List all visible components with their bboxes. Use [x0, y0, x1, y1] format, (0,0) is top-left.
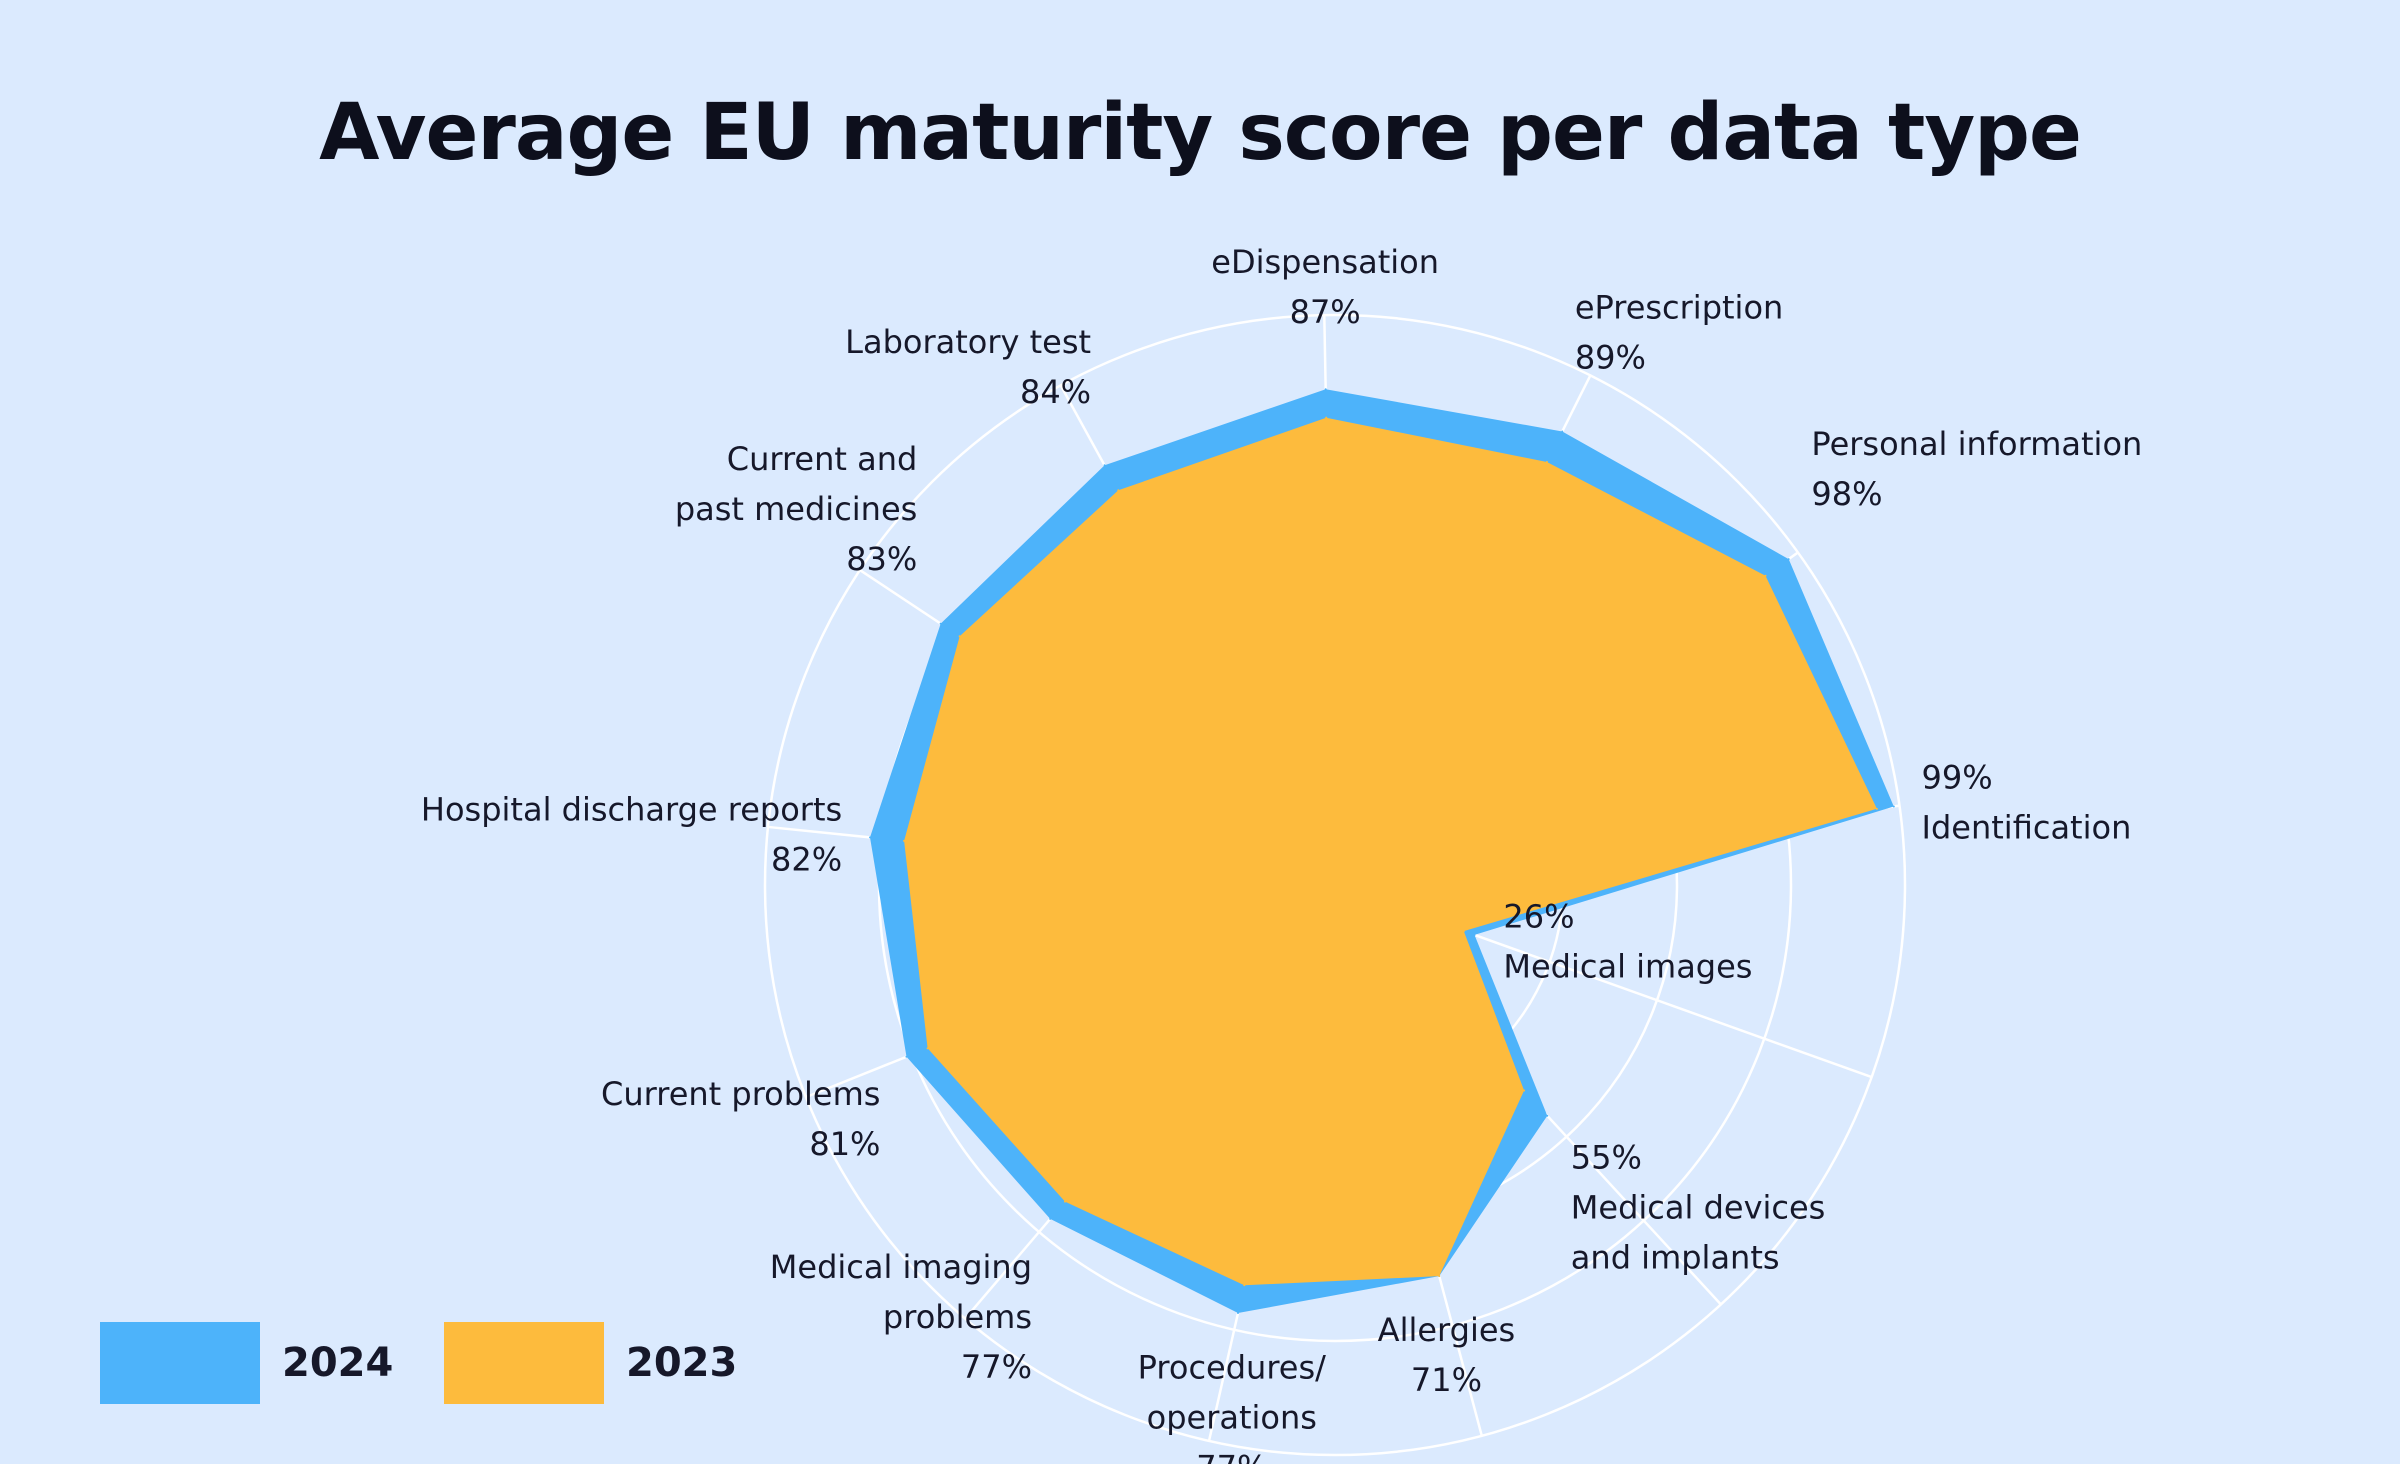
category-name-label: Laboratory test [845, 323, 1091, 361]
category-label: ePrescription 89% [1575, 288, 1783, 376]
category-label: Personal information 98% [1811, 425, 2142, 513]
category-value-label: 77% [1196, 1448, 1267, 1464]
data-point-2023 [1063, 1200, 1066, 1203]
category-value-label: 84% [1020, 373, 1091, 411]
category-label: Current problems 81% [601, 1075, 880, 1163]
category-value-label: 26% [1503, 898, 1574, 936]
series-area-2023 [904, 417, 1877, 1286]
category-name-label: past medicines [675, 490, 918, 528]
category-label: Allergies 71% [1378, 1311, 1516, 1399]
data-point-2023 [1462, 930, 1465, 933]
legend-item-2024: 2024 [100, 1322, 393, 1404]
category-name-label: Procedures/ [1138, 1348, 1326, 1386]
data-point-2023 [1243, 1284, 1246, 1287]
data-point-2024 [1049, 1217, 1052, 1220]
category-value-label: 89% [1575, 338, 1646, 376]
data-point-2024 [1561, 430, 1564, 433]
data-point-2023 [958, 635, 961, 638]
category-name-label: Medical devices [1571, 1188, 1826, 1226]
data-point-2024 [1787, 558, 1790, 561]
category-name-label: Identification [1922, 809, 2132, 847]
data-point-2024 [905, 1055, 908, 1058]
category-name-label: eDispensation [1211, 243, 1439, 281]
data-point-2024 [1324, 388, 1327, 391]
data-point-2023 [1117, 489, 1120, 492]
category-name-label: Allergies [1378, 1311, 1516, 1349]
data-point-2023 [1523, 1089, 1526, 1092]
legend-label-2024: 2024 [282, 1340, 394, 1386]
category-name-label: Personal information [1811, 425, 2142, 463]
category-label: 26% Medical images [1503, 898, 1752, 986]
data-point-2023 [1438, 1275, 1441, 1278]
category-label: Current and past medicines 83% [675, 440, 918, 578]
data-point-2023 [1545, 461, 1548, 464]
legend-label-2023: 2023 [626, 1340, 738, 1386]
category-value-label: 82% [771, 841, 842, 879]
category-name-label: Current problems [601, 1075, 880, 1113]
category-name-label: Current and [727, 440, 918, 478]
category-label: Medical imaging problems 77% [770, 1248, 1032, 1386]
data-point-2024 [1103, 464, 1106, 467]
data-point-2023 [926, 1047, 929, 1050]
category-value-label: 55% [1571, 1138, 1642, 1176]
data-point-2023 [1764, 574, 1767, 577]
data-point-2023 [1325, 416, 1328, 419]
data-point-2023 [1875, 807, 1878, 810]
category-name-label: operations [1147, 1398, 1317, 1436]
data-point-2024 [1892, 805, 1895, 808]
category-name-label: Medical images [1503, 948, 1752, 986]
category-label: Laboratory test 84% [845, 323, 1091, 411]
grid-ring [763, 313, 1907, 1457]
data-point-2024 [1546, 1114, 1549, 1117]
data-point-2024 [939, 622, 942, 625]
category-value-label: 71% [1411, 1361, 1482, 1399]
category-labels: 99% Identification 26% Medical images 55% Med… [421, 243, 2142, 1464]
category-name-label: problems [883, 1298, 1032, 1336]
category-label: 55% Medical devices and implants [1571, 1138, 1826, 1276]
data-point-2024 [869, 836, 872, 839]
category-value-label: 98% [1811, 475, 1882, 513]
legend-swatch-2024 [100, 1322, 260, 1404]
category-label: Hospital discharge reports 82% [421, 791, 842, 879]
category-value-label: 87% [1290, 293, 1361, 331]
category-name-label: and implants [1571, 1238, 1780, 1276]
legend-item-2023: 2023 [444, 1322, 737, 1404]
category-value-label: 99% [1922, 759, 1993, 797]
category-value-label: 81% [809, 1125, 880, 1163]
data-point-2024 [1473, 933, 1476, 936]
radar-series [869, 388, 1895, 1315]
category-label: eDispensation 87% [1211, 243, 1439, 331]
category-value-label: 77% [961, 1348, 1032, 1386]
chart-title: Average EU maturity score per data type [319, 88, 2082, 178]
category-label: Procedures/operations 77% [1138, 1348, 1326, 1464]
category-name-label: Medical imaging [770, 1248, 1032, 1286]
data-point-2023 [903, 839, 906, 842]
category-name-label: ePrescription [1575, 288, 1783, 326]
category-label: 99% Identification [1922, 759, 2132, 847]
category-value-label: 83% [846, 540, 917, 578]
category-name-label: Hospital discharge reports [421, 791, 842, 829]
legend-swatch-2023 [444, 1322, 604, 1404]
data-point-2024 [1236, 1312, 1239, 1315]
